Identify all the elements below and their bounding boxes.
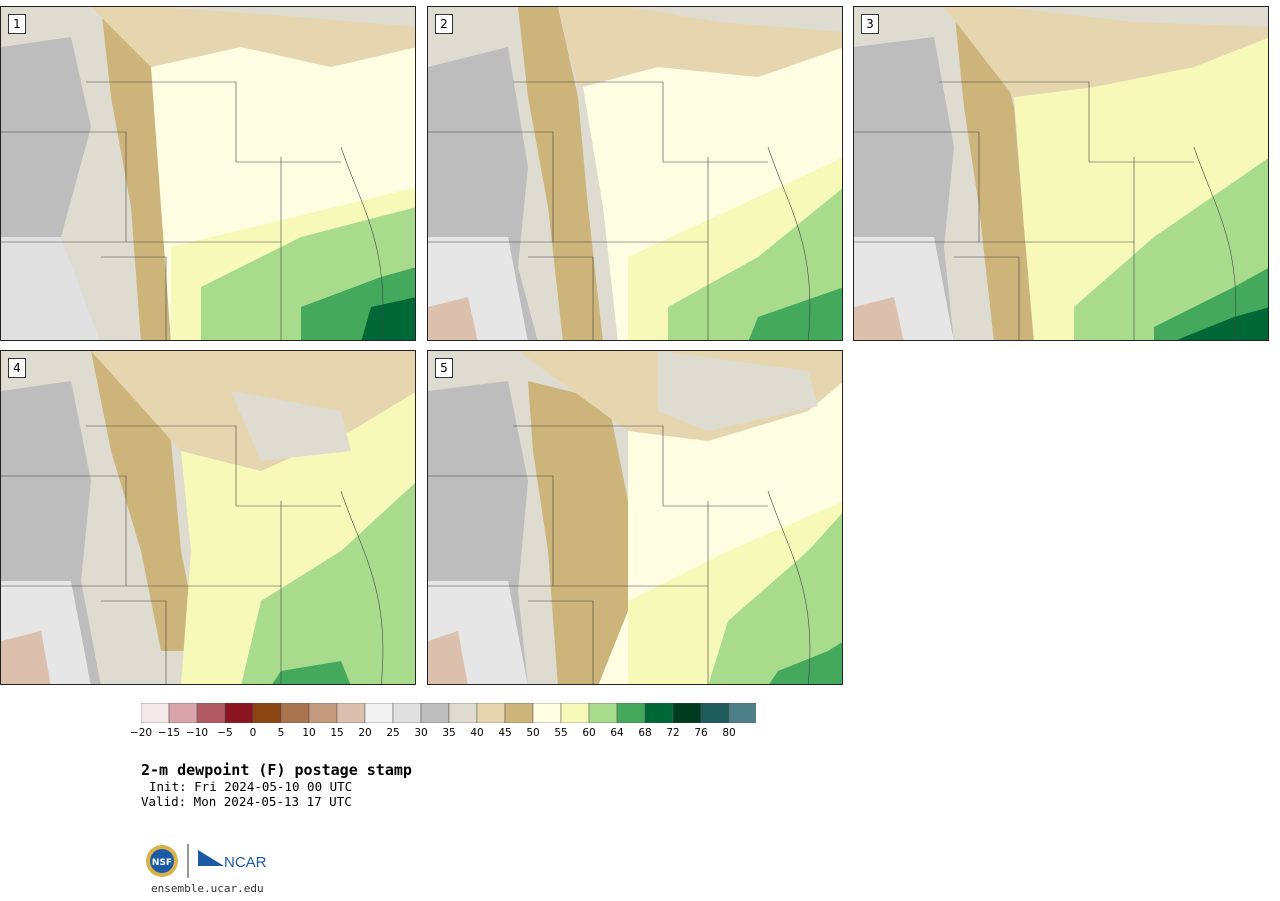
colorbar-tick-label: 45 [498,727,512,739]
colorbar-swatch [141,703,170,723]
colorbar-tick-label: 55 [554,727,568,739]
init-time: Init: Fri 2024-05-10 00 UTC [149,779,353,794]
colorbar-tick-label: 35 [442,727,456,739]
map-panel-2[interactable]: 2 [427,6,843,341]
map-panel-5[interactable]: 5 [427,350,843,685]
svg-text:NCAR: NCAR [224,854,267,871]
colorbar-swatch [392,703,422,723]
colorbar-tick-label: 25 [386,727,400,739]
colorbar-tick-label: 30 [414,727,428,739]
map-panel-4[interactable]: 4 [0,350,416,685]
colorbar-tick-label: 40 [470,727,484,739]
ncar-mark-icon [198,850,224,866]
dewpoint-map-3 [854,7,1268,340]
colorbar-tick-label: 80 [722,727,736,739]
colorbar-tick-label: 20 [358,727,372,739]
colorbar-swatch [308,703,338,723]
colorbar-swatch [224,703,254,723]
colorbar-tick-label: 15 [330,727,344,739]
colorbar-swatch [364,703,394,723]
dewpoint-map-4 [1,351,415,684]
colorbar-swatch [644,703,674,723]
colorbar-tick-label: 64 [610,727,624,739]
colorbar-swatch [476,703,506,723]
panel-label: 4 [8,358,26,378]
panel-label: 5 [435,358,453,378]
colorbar-swatch [448,703,478,723]
colorbar-swatch [168,703,198,723]
colorbar-swatch [616,703,646,723]
dewpoint-map-2 [428,7,842,340]
colorbar-swatch [700,703,730,723]
colorbar-tick-label: 10 [302,727,316,739]
colorbar-tick-label: 68 [638,727,652,739]
colorbar-swatch [336,703,366,723]
colorbar-swatch [504,703,534,723]
colorbar-swatch [532,703,562,723]
colorbar-tick-label: 72 [666,727,680,739]
colorbar-swatch [588,703,618,723]
panel-label: 2 [435,14,453,34]
colorbar-tick-label: 5 [277,727,285,739]
panel-label: 1 [8,14,26,34]
dewpoint-map-5 [428,351,842,684]
colorbar-swatch [420,703,450,723]
plot-title: 2-m dewpoint (F) postage stamp [141,761,412,779]
nsf-ncar-logo: NSF NCAR [146,844,267,878]
colorbar-swatch [196,703,226,723]
panel-label: 3 [861,14,879,34]
colorbar-swatch [672,703,702,723]
colorbar-tick-label: 60 [582,727,596,739]
colorbar-swatch [560,703,590,723]
colorbar-tick-label: −5 [217,727,233,739]
site-url: ensemble.ucar.edu [151,882,264,895]
svg-text:NSF: NSF [152,858,172,868]
map-panel-1[interactable]: 1 [0,6,416,341]
colorbar-tick-label: 76 [694,727,708,739]
map-panel-3[interactable]: 3 [853,6,1269,341]
colorbar-swatch [728,703,756,723]
colorbar-swatch [252,703,282,723]
colorbar-tick-label: −10 [185,727,209,739]
colorbar-tick-label: 0 [249,727,257,739]
colorbar [141,703,756,723]
colorbar-swatch [280,703,310,723]
dewpoint-map-1 [1,7,415,340]
valid-time: Valid: Mon 2024-05-13 17 UTC [141,794,352,809]
colorbar-tick-label: 50 [526,727,540,739]
colorbar-tick-label: −20 [129,727,153,739]
colorbar-tick-label: −15 [157,727,181,739]
